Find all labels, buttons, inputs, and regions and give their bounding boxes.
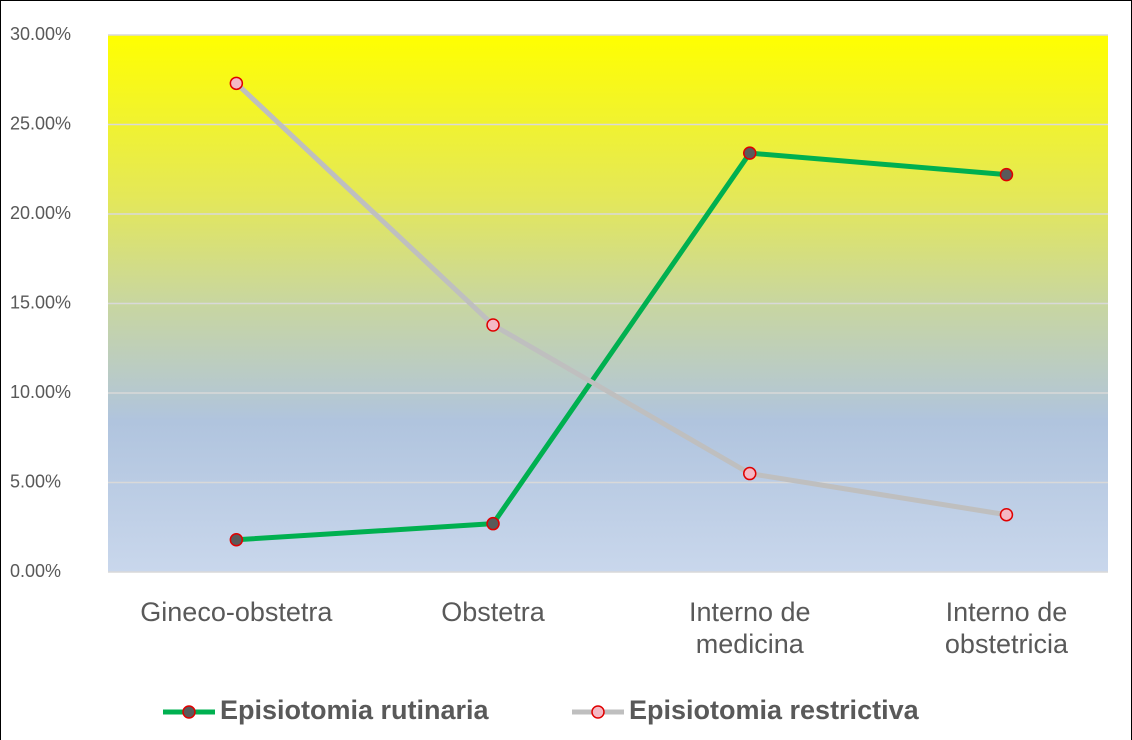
data-point [999,167,1014,182]
data-point [229,76,244,91]
legend-label: Episiotomia restrictiva [629,695,920,725]
series-line [236,150,1007,543]
series-line [234,81,1007,518]
x-tick-label: Interno de obstetricia [944,597,1068,659]
y-tick-label: 0.00% [10,561,61,581]
legend-marker [182,705,196,719]
data-point [229,533,244,547]
x-tick-label: Gineco-obstetra [140,597,333,627]
y-tick-label: 25.00% [10,113,71,133]
data-point [486,318,500,332]
y-tick-label: 5.00% [10,471,61,491]
x-tick-label: Obstetra [441,597,545,627]
y-tick-label: 20.00% [10,203,71,223]
legend-label: Episiotomia rutinaria [220,695,490,725]
legend-marker [591,705,605,719]
data-point [999,507,1014,522]
y-tick-label: 10.00% [10,382,71,402]
data-point [743,466,757,481]
y-tick-label: 15.00% [10,292,71,312]
data-point [743,146,757,160]
data-point [486,516,500,531]
y-tick-label: 30.00% [10,24,71,44]
x-tick-label: Interno de medicina [688,597,811,659]
